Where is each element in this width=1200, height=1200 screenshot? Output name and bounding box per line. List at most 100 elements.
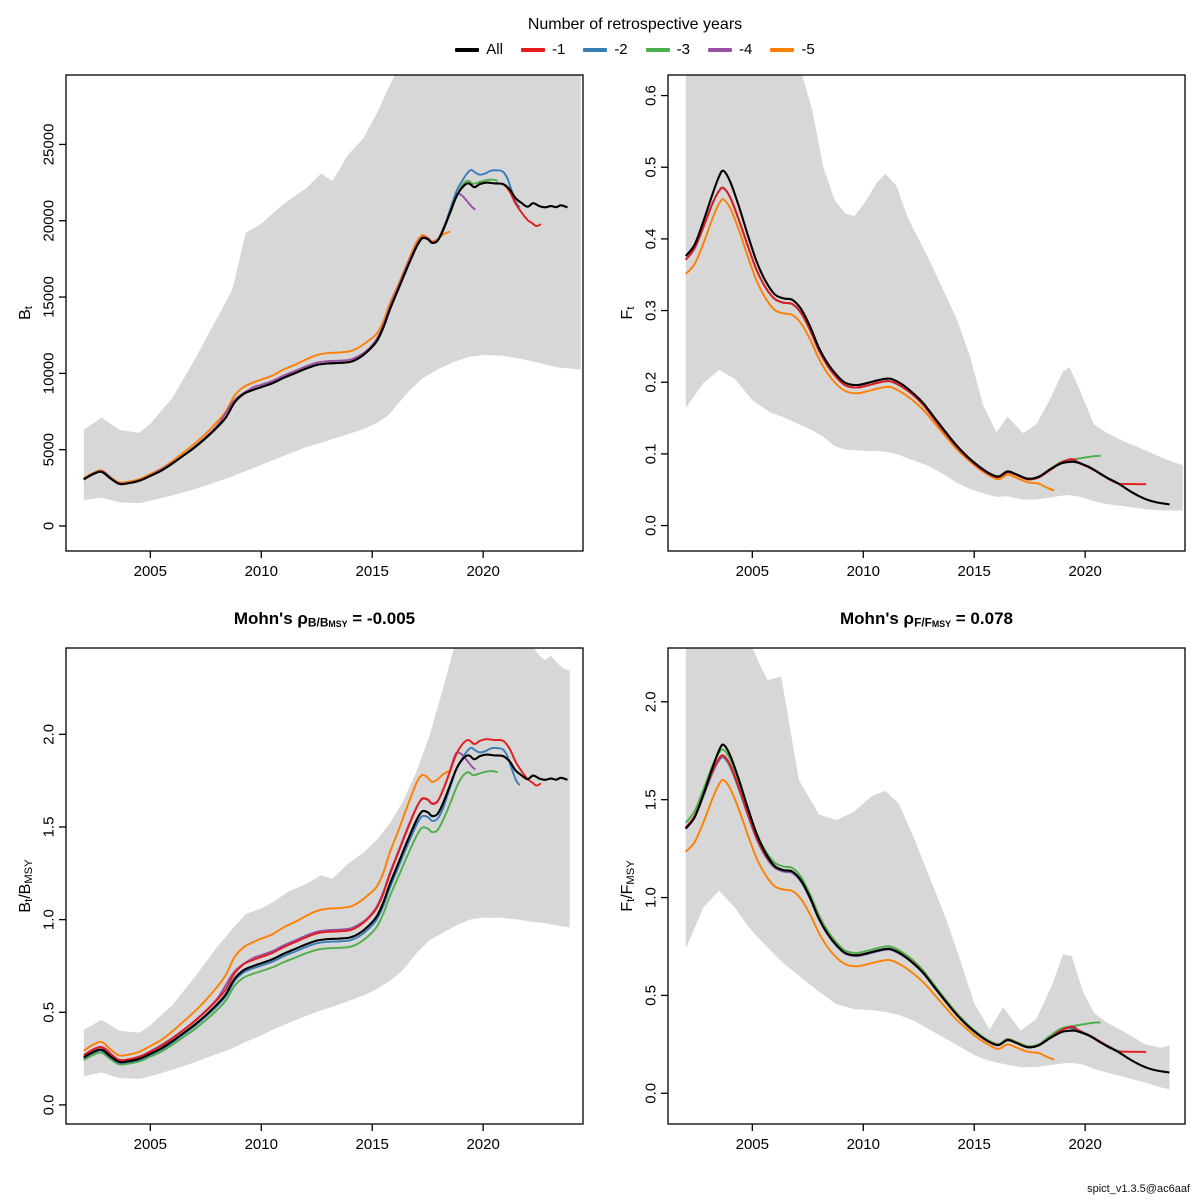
retro-line-all-bbmsy xyxy=(83,753,568,1064)
x-tick-label: 2010 xyxy=(245,563,278,580)
y-tick-label: 20000 xyxy=(41,200,58,242)
label-segment: = -0.005 xyxy=(347,609,416,628)
legend-label-m4: -4 xyxy=(739,41,753,58)
y-tick-label: 0.5 xyxy=(643,157,660,178)
x-tick-label: 2010 xyxy=(847,563,880,580)
y-tick-label: 0.0 xyxy=(41,1094,58,1115)
y-tick-label: 2.0 xyxy=(41,724,58,745)
y-axis-label-bbmsy: Bt/BMSY xyxy=(17,859,35,912)
y-tick-label: 1.5 xyxy=(41,817,58,838)
y-tick-label: 0.2 xyxy=(643,372,660,393)
label-segment: F/F xyxy=(914,615,932,630)
y-tick-label: 0.0 xyxy=(643,1083,660,1104)
y-tick-label: 0.5 xyxy=(41,1002,58,1023)
legend-label-all: All xyxy=(486,41,503,58)
legend-items: All -1 -2 -3 -4 -5 xyxy=(70,41,1200,58)
y-tick-label: 0.0 xyxy=(643,515,660,536)
y-tick-label: 1.0 xyxy=(41,909,58,930)
retro-line--5-ffmsy xyxy=(685,779,1055,1061)
y-axis-label-ft: Ft xyxy=(619,307,637,320)
y-tick-label: 1.5 xyxy=(643,789,660,810)
x-tick-label: 2015 xyxy=(356,1136,389,1153)
confidence-band-bbmsy xyxy=(83,648,570,1079)
x-tick-label: 2005 xyxy=(134,1136,167,1153)
legend-line-swatch-m3 xyxy=(645,47,670,52)
legend-label-m1: -1 xyxy=(551,41,566,58)
x-tick-label: 2020 xyxy=(466,1136,499,1153)
legend-title: Number of retrospective years xyxy=(527,16,743,33)
confidence-band-bt xyxy=(83,75,581,504)
label-segment: F xyxy=(618,901,636,912)
panel-title-f-fmsy: Mohn's ρF/FMSY = 0.078 xyxy=(668,609,1185,630)
label-segment: B/B xyxy=(307,615,329,630)
y-axis-label-bt: Bt xyxy=(17,306,35,320)
y-tick-label: 0.5 xyxy=(643,985,660,1006)
legend-item-all: All xyxy=(455,41,503,58)
retro-line--3-bbmsy xyxy=(83,770,498,1066)
y-tick-label: 25000 xyxy=(41,124,58,166)
y-tick-label: 10000 xyxy=(41,352,58,394)
x-tick-label: 2020 xyxy=(466,563,499,580)
plot-border-bbmsy xyxy=(65,647,584,1125)
y-tick-label: 0.3 xyxy=(643,300,660,321)
x-tick-label: 2020 xyxy=(1068,563,1101,580)
legend-label-m5: -5 xyxy=(801,41,815,58)
plot-border-ffmsy xyxy=(667,647,1186,1125)
label-segment: MSY xyxy=(328,619,348,629)
panel-title-b-bmsy: Mohn's ρB/BMSY = -0.005 xyxy=(66,609,583,630)
plot-border-bt xyxy=(65,74,584,552)
label-segment: t xyxy=(625,306,638,310)
x-tick-label: 2015 xyxy=(356,563,389,580)
retro-line--5-bt xyxy=(83,230,451,484)
label-segment: /F xyxy=(618,884,636,899)
legend-item-m4: -4 xyxy=(708,41,752,58)
retro-line--5-ft xyxy=(685,198,1055,492)
x-tick-label: 2015 xyxy=(958,563,991,580)
label-segment: t xyxy=(625,898,638,902)
label-segment: /B xyxy=(16,883,34,899)
label-segment: MSY xyxy=(931,619,952,629)
label-segment: Mohn's ρ xyxy=(840,609,915,628)
y-tick-label: 0.1 xyxy=(643,443,660,464)
x-tick-label: 2010 xyxy=(847,1136,880,1153)
label-segment: Mohn's ρ xyxy=(233,609,308,628)
retro-line-all-ffmsy xyxy=(684,743,1170,1074)
figure-legend: Number of retrospective years All -1 -2 -3 -… xyxy=(70,16,1200,58)
x-tick-label: 2005 xyxy=(134,563,167,580)
label-segment: B xyxy=(16,901,34,913)
confidence-band-ffmsy xyxy=(685,648,1170,1090)
panel-ffmsy: 2005 2010 2015 2020 0.0 0.5 1.0 1.5 2.0 xyxy=(643,647,1186,1153)
x-tick-label: 2015 xyxy=(958,1136,991,1153)
y-tick-label: 0 xyxy=(41,522,58,530)
label-segment: F xyxy=(618,309,636,320)
x-tick-label: 2005 xyxy=(736,563,769,580)
y-tick-label: 2.0 xyxy=(643,691,660,712)
retro-line--1-bbmsy xyxy=(83,738,542,1062)
x-tick-label: 2005 xyxy=(736,1136,769,1153)
legend-label-m2: -2 xyxy=(614,41,628,58)
y-tick-label: 0.4 xyxy=(643,228,660,249)
label-segment: t xyxy=(23,898,36,902)
legend-line-swatch-all xyxy=(455,47,480,52)
legend-label-m3: -3 xyxy=(676,41,690,58)
legend-line-swatch-m5 xyxy=(770,47,795,52)
y-tick-label: 15000 xyxy=(41,276,58,318)
retro-line-all-ft xyxy=(684,169,1170,506)
y-axis-label-ffmsy: Ft/FMSY xyxy=(619,860,637,911)
x-tick-label: 2010 xyxy=(245,1136,278,1153)
y-tick-label: 0.6 xyxy=(643,85,660,106)
label-segment: = 0.078 xyxy=(951,609,1013,628)
y-tick-label: 1.0 xyxy=(643,887,660,908)
legend-item-m3: -3 xyxy=(645,41,690,58)
legend-item-m2: -2 xyxy=(583,41,628,58)
legend-line-swatch-m2 xyxy=(583,47,608,52)
legend-item-m1: -1 xyxy=(520,41,566,58)
x-tick-label: 2020 xyxy=(1068,1136,1101,1153)
panel-bt: 2005 2010 2015 2020 0 5000 10000 15000 20000 2500… xyxy=(41,74,584,580)
version-watermark: spict_v1.3.5@ac6aaf xyxy=(1087,1183,1190,1195)
label-segment: MSY xyxy=(23,859,36,884)
label-segment: MSY xyxy=(625,860,638,885)
confidence-band-ft xyxy=(685,75,1183,511)
